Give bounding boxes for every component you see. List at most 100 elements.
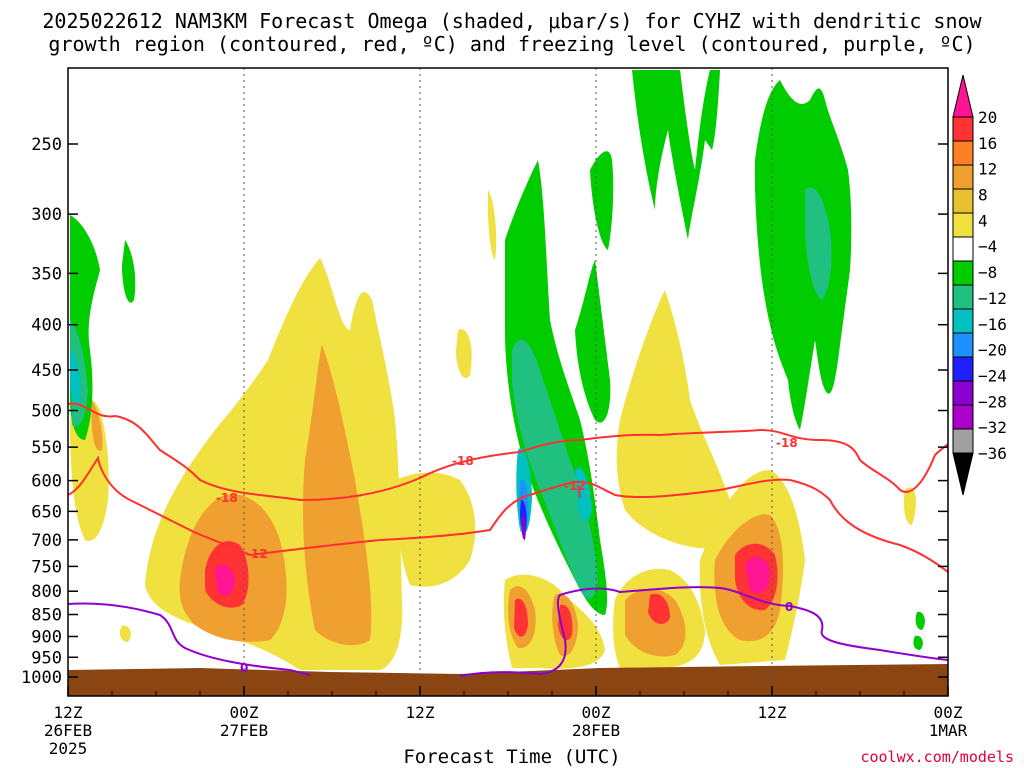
y-tick-label: 250 bbox=[31, 135, 62, 155]
y-tick-label: 1000 bbox=[21, 668, 62, 688]
y-tick-label: 850 bbox=[31, 606, 62, 626]
colorbar-label: 12 bbox=[978, 160, 997, 179]
colorbar-swatch bbox=[952, 308, 974, 334]
y-tick-label: 650 bbox=[31, 502, 62, 522]
contour-minus12 bbox=[67, 455, 949, 573]
colorbar-swatch bbox=[952, 284, 974, 310]
colorbar-label: −16 bbox=[978, 315, 1007, 334]
x-tick-label: 12Z bbox=[406, 703, 435, 722]
omega-region-green-6 bbox=[575, 260, 611, 423]
omega-region-yellow-10 bbox=[903, 487, 916, 525]
colorbar-label: 16 bbox=[978, 134, 997, 153]
contour-minus18 bbox=[67, 402, 949, 502]
site-credit: coolwx.com/models bbox=[860, 748, 1014, 766]
colorbar-label: −4 bbox=[978, 237, 997, 256]
colorbar-swatch bbox=[952, 140, 974, 166]
omega-region-violet-1 bbox=[521, 515, 526, 540]
colorbar-swatch bbox=[952, 260, 974, 286]
x-tick-label: 28FEB bbox=[572, 721, 620, 740]
contour-label-red-2: -18 bbox=[452, 454, 474, 468]
colorbar-label: 8 bbox=[978, 186, 988, 205]
colorbar-swatch bbox=[952, 428, 974, 454]
omega-region-red-2 bbox=[514, 598, 528, 637]
dendritic-contours bbox=[67, 402, 949, 573]
x-tick-label: 26FEB bbox=[44, 721, 92, 740]
y-tick-label: 500 bbox=[31, 402, 62, 422]
omega-region-yellow-2 bbox=[395, 472, 476, 587]
omega-region-green-2 bbox=[122, 240, 136, 303]
colorbar-label: −28 bbox=[978, 392, 1007, 411]
omega-region-green-5 bbox=[632, 70, 720, 240]
omega-region-yellow-6 bbox=[616, 290, 731, 549]
y-tick-label: 450 bbox=[31, 361, 62, 381]
colorbar-swatch bbox=[952, 116, 974, 142]
y-tick-label: 550 bbox=[31, 438, 62, 458]
contour-minus12-lobe bbox=[577, 484, 581, 499]
omega-region-teal-1 bbox=[512, 339, 598, 599]
contour-label-red-4: -12 bbox=[564, 479, 586, 493]
x-tick-label: 00Z bbox=[582, 703, 611, 722]
colorbar-label: −36 bbox=[978, 444, 1007, 463]
colorbar-label: −12 bbox=[978, 289, 1007, 308]
colorbar-swatch bbox=[952, 380, 974, 406]
y-tick-label: 900 bbox=[31, 627, 62, 647]
omega-region-green-4 bbox=[590, 151, 614, 250]
contour-label-purple-2: 0 bbox=[785, 600, 793, 614]
omega-region-pink-2 bbox=[745, 556, 770, 594]
y-tick-label: 800 bbox=[31, 582, 62, 602]
colorbar-top-triangle bbox=[952, 74, 974, 118]
x-tick-label: 2025 bbox=[49, 739, 88, 758]
y-tick-label: 350 bbox=[31, 264, 62, 284]
omega-region-green-8 bbox=[915, 611, 925, 630]
x-tick-label: 12Z bbox=[758, 703, 787, 722]
omega-region-teal-2 bbox=[805, 187, 832, 300]
colorbar-label: −8 bbox=[978, 263, 997, 282]
x-tick-label: 1MAR bbox=[929, 721, 968, 740]
omega-region-orange-5 bbox=[625, 588, 686, 657]
omega-region-green-7 bbox=[754, 80, 852, 430]
x-tick-label: 00Z bbox=[230, 703, 259, 722]
x-tick-label: 12Z bbox=[54, 703, 83, 722]
x-axis-title: Forecast Time (UTC) bbox=[403, 746, 621, 768]
chart-title-line1: 2025022612 NAM3KM Forecast Omega (shaded… bbox=[42, 9, 982, 33]
colorbar-swatch bbox=[952, 212, 974, 238]
omega-region-yellow-11 bbox=[120, 625, 131, 642]
colorbar-label: −32 bbox=[978, 418, 1007, 437]
omega-region-yellow-8 bbox=[487, 190, 497, 260]
x-tick-label: 27FEB bbox=[220, 721, 268, 740]
colorbar-swatch bbox=[952, 164, 974, 190]
y-tick-label: 750 bbox=[31, 557, 62, 577]
colorbar-label: −20 bbox=[978, 341, 1007, 360]
plot-area bbox=[70, 70, 925, 670]
freezing-level-right bbox=[459, 586, 949, 677]
colorbar-swatch bbox=[952, 236, 974, 262]
red-contour-labels: -18 -18 -12 -12 -18 bbox=[216, 436, 798, 561]
freezing-level-left bbox=[67, 602, 311, 676]
y-tick-label: 400 bbox=[31, 316, 62, 336]
omega-region-pink-1 bbox=[215, 564, 235, 596]
omega-region-red-4 bbox=[648, 593, 670, 624]
colorbar-swatch bbox=[952, 404, 974, 430]
x-tick-label: 00Z bbox=[934, 703, 963, 722]
y-tick-label: 600 bbox=[31, 472, 62, 492]
contour-label-red-5: -18 bbox=[776, 436, 798, 450]
colorbar-swatch bbox=[952, 356, 974, 382]
contour-label-red-1: -18 bbox=[216, 491, 238, 505]
omega-region-yellow-9 bbox=[456, 329, 472, 379]
pressure-axis: 2503003504004505005506006507007508008509… bbox=[21, 135, 948, 688]
ground-terrain bbox=[68, 664, 948, 696]
omega-region-orange-2 bbox=[303, 345, 372, 646]
omega-region-green-9 bbox=[913, 635, 923, 650]
y-tick-label: 300 bbox=[31, 205, 62, 225]
colorbar-bottom-triangle bbox=[952, 452, 974, 496]
freezing-level-contours bbox=[67, 586, 949, 677]
time-gridlines bbox=[243, 68, 773, 696]
chart-title-line2: growth region (contoured, red, ºC) and f… bbox=[48, 32, 976, 56]
colorbar-swatch bbox=[952, 332, 974, 358]
y-tick-label: 950 bbox=[31, 648, 62, 668]
colorbar-label: 4 bbox=[978, 211, 988, 230]
colorbar-swatch bbox=[952, 188, 974, 214]
omega-region-red-3 bbox=[558, 604, 573, 641]
